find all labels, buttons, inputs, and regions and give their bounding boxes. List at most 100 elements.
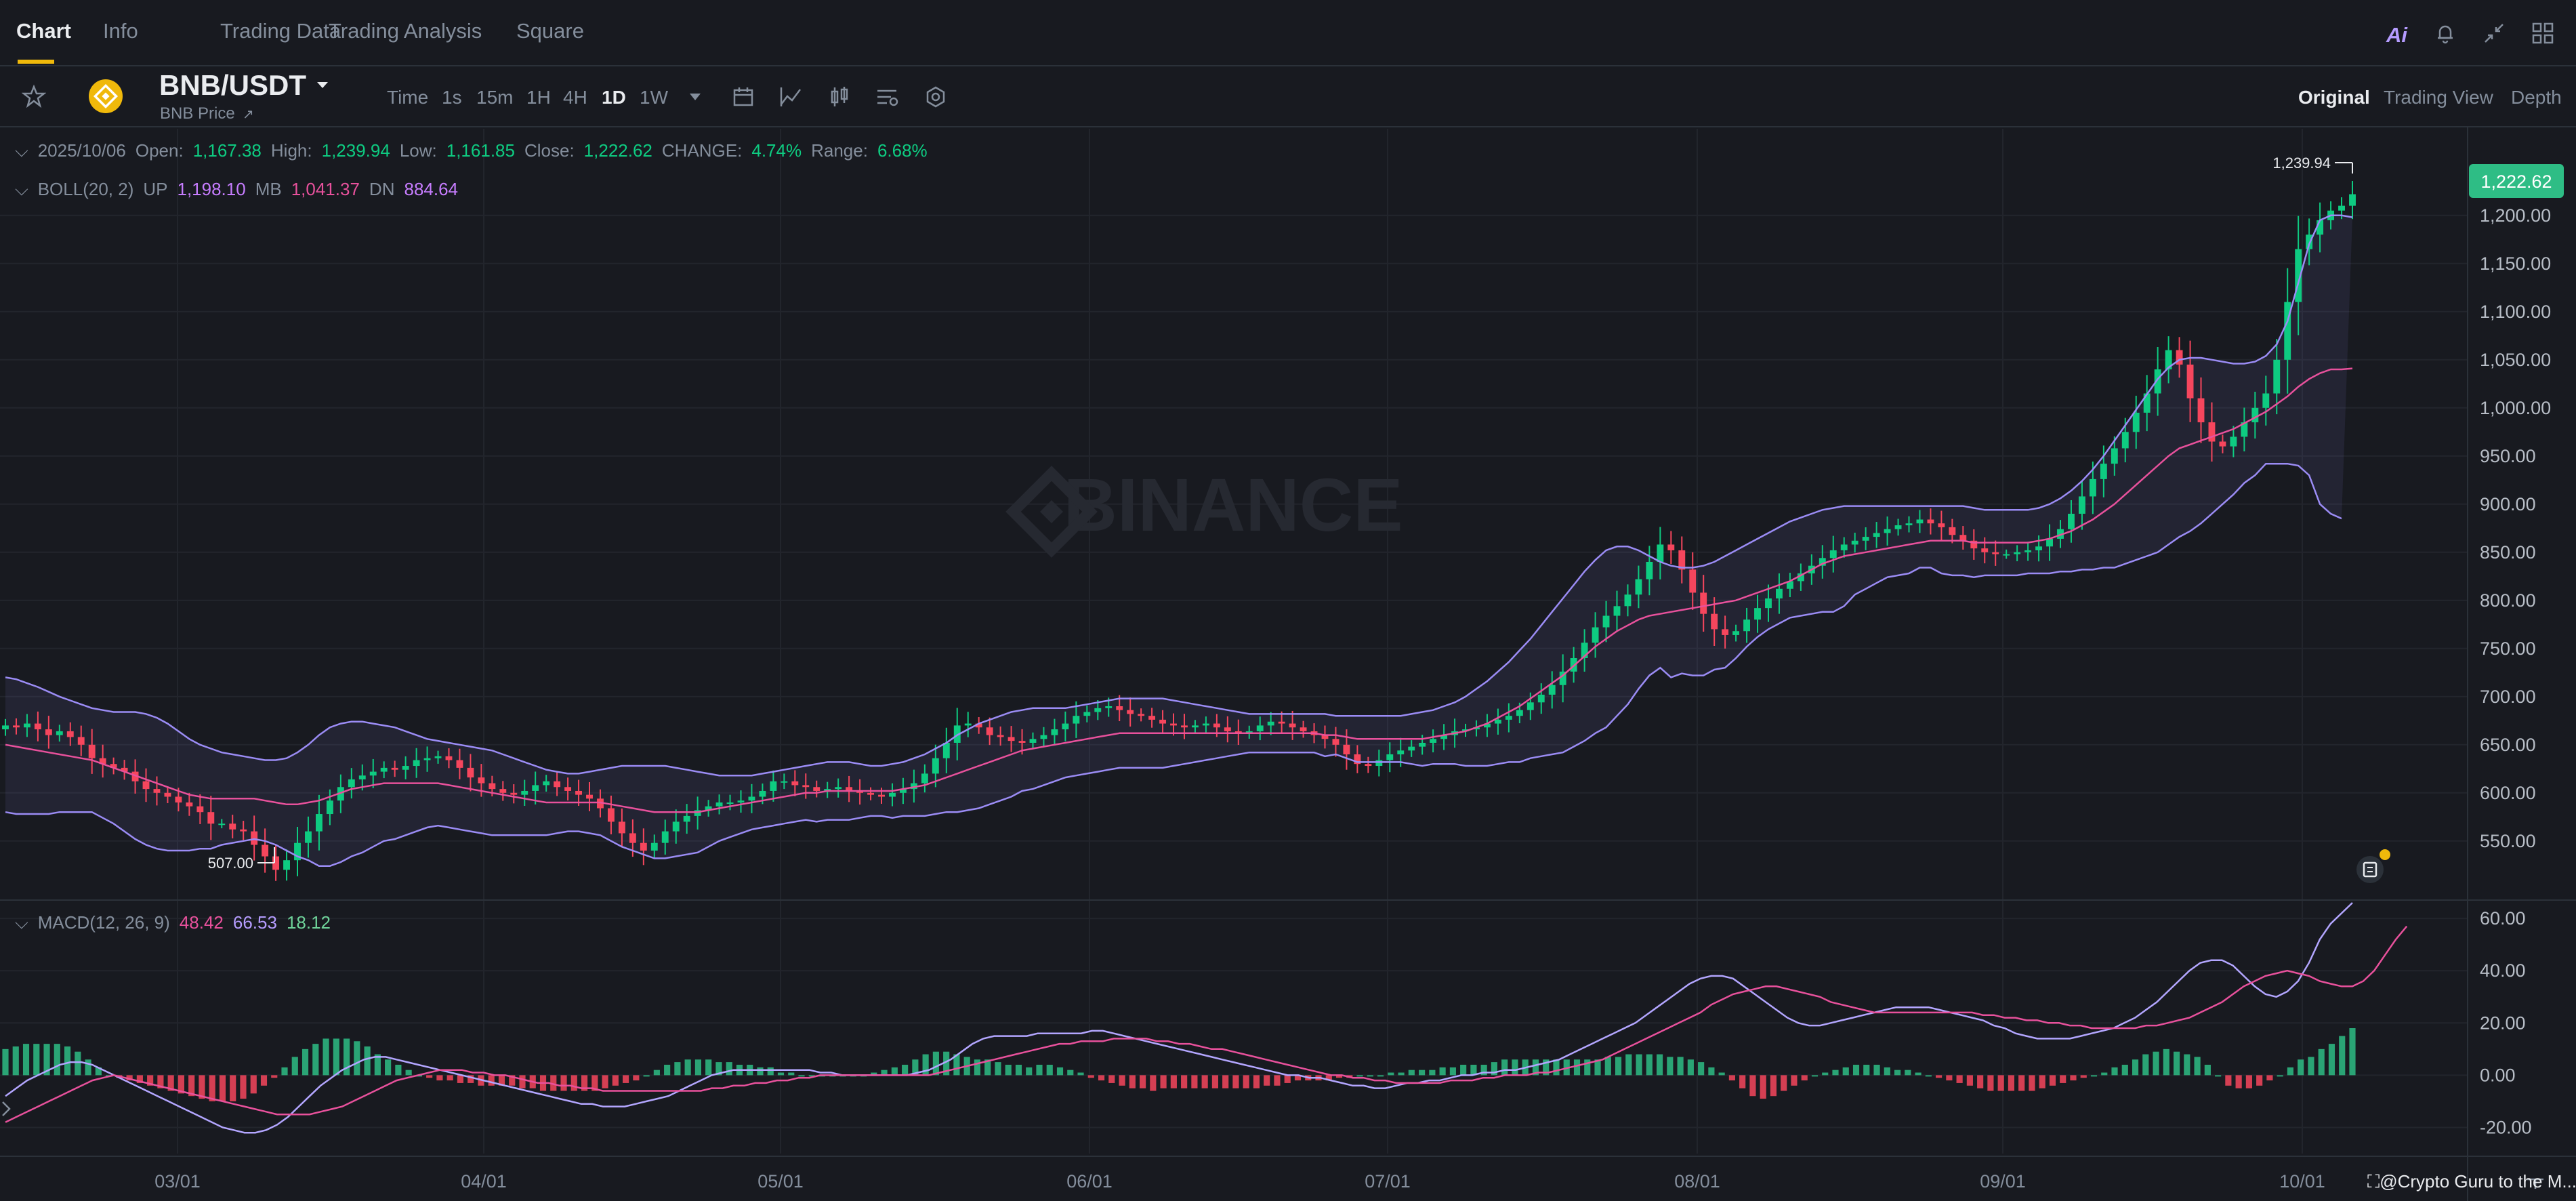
- high-value: 1,239.94: [321, 140, 390, 161]
- boll-info-row[interactable]: ⌵ BOLL(20, 2) UP 1,198.10 MB 1,041.37 DN 884.64: [15, 179, 468, 201]
- macd-hist-bar: [405, 1070, 412, 1076]
- macd-hist-bar: [2256, 1075, 2263, 1086]
- candle-body: [2057, 529, 2064, 539]
- collapse-chevron-icon[interactable]: ⌵: [15, 140, 28, 161]
- settings-icon[interactable]: [924, 85, 947, 108]
- dropdown-icon[interactable]: [688, 92, 702, 102]
- indicator-icon[interactable]: [779, 85, 802, 108]
- last-price-tag[interactable]: 1,222.62: [2469, 164, 2564, 198]
- candle-body: [218, 823, 226, 826]
- interval-4h[interactable]: 4H: [563, 87, 587, 108]
- macd-hist-bar: [798, 1075, 805, 1077]
- macd-hist-bar: [2008, 1075, 2015, 1091]
- last-price-label: 1,222.62: [2480, 171, 2552, 192]
- macd-info-row[interactable]: ⌵ MACD(12, 26, 9) 48.42 66.53 18.12: [15, 912, 340, 934]
- macd-hist-bar: [984, 1059, 991, 1076]
- symbol-pair[interactable]: BNB/USDT: [159, 69, 306, 101]
- candle-body: [575, 790, 582, 795]
- ai-icon[interactable]: Ai: [2386, 23, 2407, 47]
- candle-body: [1851, 540, 1858, 545]
- nav-tab-trading-analysis[interactable]: Trading Analysis: [329, 19, 482, 43]
- macd-dif-value: 48.42: [179, 912, 224, 933]
- candle-body: [1440, 735, 1448, 739]
- candle-body: [2241, 422, 2248, 437]
- candle-body: [2273, 359, 2281, 394]
- candle-body: [1743, 619, 1751, 632]
- macd-hist-bar: [1367, 1075, 1373, 1077]
- time-axis[interactable]: 03/01 04/01 05/01 06/01 07/01 08/01 09/01 10/01: [154, 1171, 2325, 1192]
- macd-hist-bar: [715, 1062, 722, 1076]
- x-tick-label: 07/01: [1365, 1171, 1411, 1192]
- collapse-chevron-icon[interactable]: ⌵: [15, 179, 28, 199]
- interval-time[interactable]: Time: [387, 87, 429, 108]
- macd-hist-bar: [1852, 1064, 1860, 1076]
- news-icon[interactable]: [2356, 849, 2390, 883]
- candle-body: [835, 787, 842, 790]
- view-tab-original[interactable]: Original: [2298, 87, 2370, 108]
- calendar-icon[interactable]: [732, 85, 755, 108]
- watermark: BINANCE: [1063, 464, 1403, 547]
- macd-hist-bar: [1087, 1075, 1094, 1078]
- layout-icon[interactable]: [875, 85, 898, 108]
- candle-body: [683, 815, 690, 822]
- nav-tab-info[interactable]: Info: [103, 19, 138, 43]
- macd-hist-bar: [240, 1075, 247, 1099]
- macd-hist-bar: [2111, 1067, 2118, 1076]
- macd-hist-bar: [726, 1062, 732, 1076]
- macd-hist-bar: [1915, 1072, 1921, 1076]
- nav-tab-square[interactable]: Square: [516, 19, 584, 43]
- macd-hist-bar: [1863, 1064, 1870, 1076]
- x-tick-label: 03/01: [154, 1171, 201, 1192]
- candle-body: [2024, 550, 2032, 552]
- price-axis[interactable]: 550.00 600.00 650.00 700.00 750.00 800.00 850.…: [2480, 205, 2551, 851]
- view-tab-depth[interactable]: Depth: [2511, 87, 2562, 108]
- view-tab-trading-view[interactable]: Trading View: [2384, 87, 2493, 108]
- symbol-dropdown-icon[interactable]: [315, 77, 330, 92]
- macd-dif-line: [5, 902, 2353, 1134]
- symbol-subtitle[interactable]: BNB Price: [160, 104, 235, 123]
- interval-1h[interactable]: 1H: [526, 87, 551, 108]
- collapse-icon[interactable]: [2482, 22, 2506, 45]
- candle-body: [1267, 721, 1274, 726]
- candle-body: [1191, 725, 1199, 728]
- macd-axis[interactable]: -20.00 0.00 20.00 40.00 60.00: [2480, 908, 2532, 1137]
- interval-15m[interactable]: 15m: [476, 87, 514, 108]
- candle-body: [705, 806, 712, 811]
- macd-hist-bar: [436, 1075, 443, 1081]
- candle-body: [2349, 194, 2356, 206]
- favorite-star-icon[interactable]: [22, 84, 46, 108]
- candle-body: [272, 856, 280, 870]
- macd-hist-bar: [468, 1075, 474, 1083]
- boll-middle-line: [5, 367, 2353, 813]
- y-tick-label: 550.00: [2480, 831, 2536, 851]
- bell-icon[interactable]: [2434, 22, 2457, 45]
- interval-1s[interactable]: 1s: [442, 87, 462, 108]
- y-tick-label: 900.00: [2480, 494, 2536, 514]
- candle-body: [99, 758, 106, 765]
- external-link-icon[interactable]: ↗: [243, 107, 254, 122]
- collapse-chevron-icon[interactable]: ⌵: [15, 912, 28, 933]
- boll-mb-label: MB: [255, 179, 282, 199]
- interval-1w[interactable]: 1W: [640, 87, 668, 108]
- candle-body: [348, 779, 355, 788]
- ruler-icon[interactable]: [2527, 1178, 2543, 1189]
- macd-hist-bar: [2308, 1057, 2314, 1076]
- candle-type-icon[interactable]: [828, 85, 851, 108]
- candle-body: [694, 810, 701, 816]
- footer-credit[interactable]: ⛶@Crypto Guru to the M...: [2367, 1171, 2576, 1193]
- y-tick-label: 1,050.00: [2480, 350, 2551, 370]
- collapse-pane-arrow-icon[interactable]: [2, 1101, 11, 1116]
- candle-body: [1916, 519, 1924, 524]
- macd-hist-bar: [705, 1059, 712, 1076]
- nav-tab-trading-data[interactable]: Trading Data: [220, 19, 341, 43]
- macd-y-tick-label: 0.00: [2480, 1065, 2516, 1085]
- candle-body: [1138, 714, 1145, 716]
- nav-tab-chart[interactable]: Chart: [16, 19, 71, 43]
- candle-body: [564, 787, 572, 791]
- macd-hist-bar: [2225, 1075, 2232, 1086]
- macd-hist-bar: [2298, 1059, 2304, 1076]
- macd-hist-bar: [1553, 1059, 1560, 1076]
- interval-1d[interactable]: 1D: [602, 87, 626, 108]
- grid-icon[interactable]: [2531, 22, 2554, 45]
